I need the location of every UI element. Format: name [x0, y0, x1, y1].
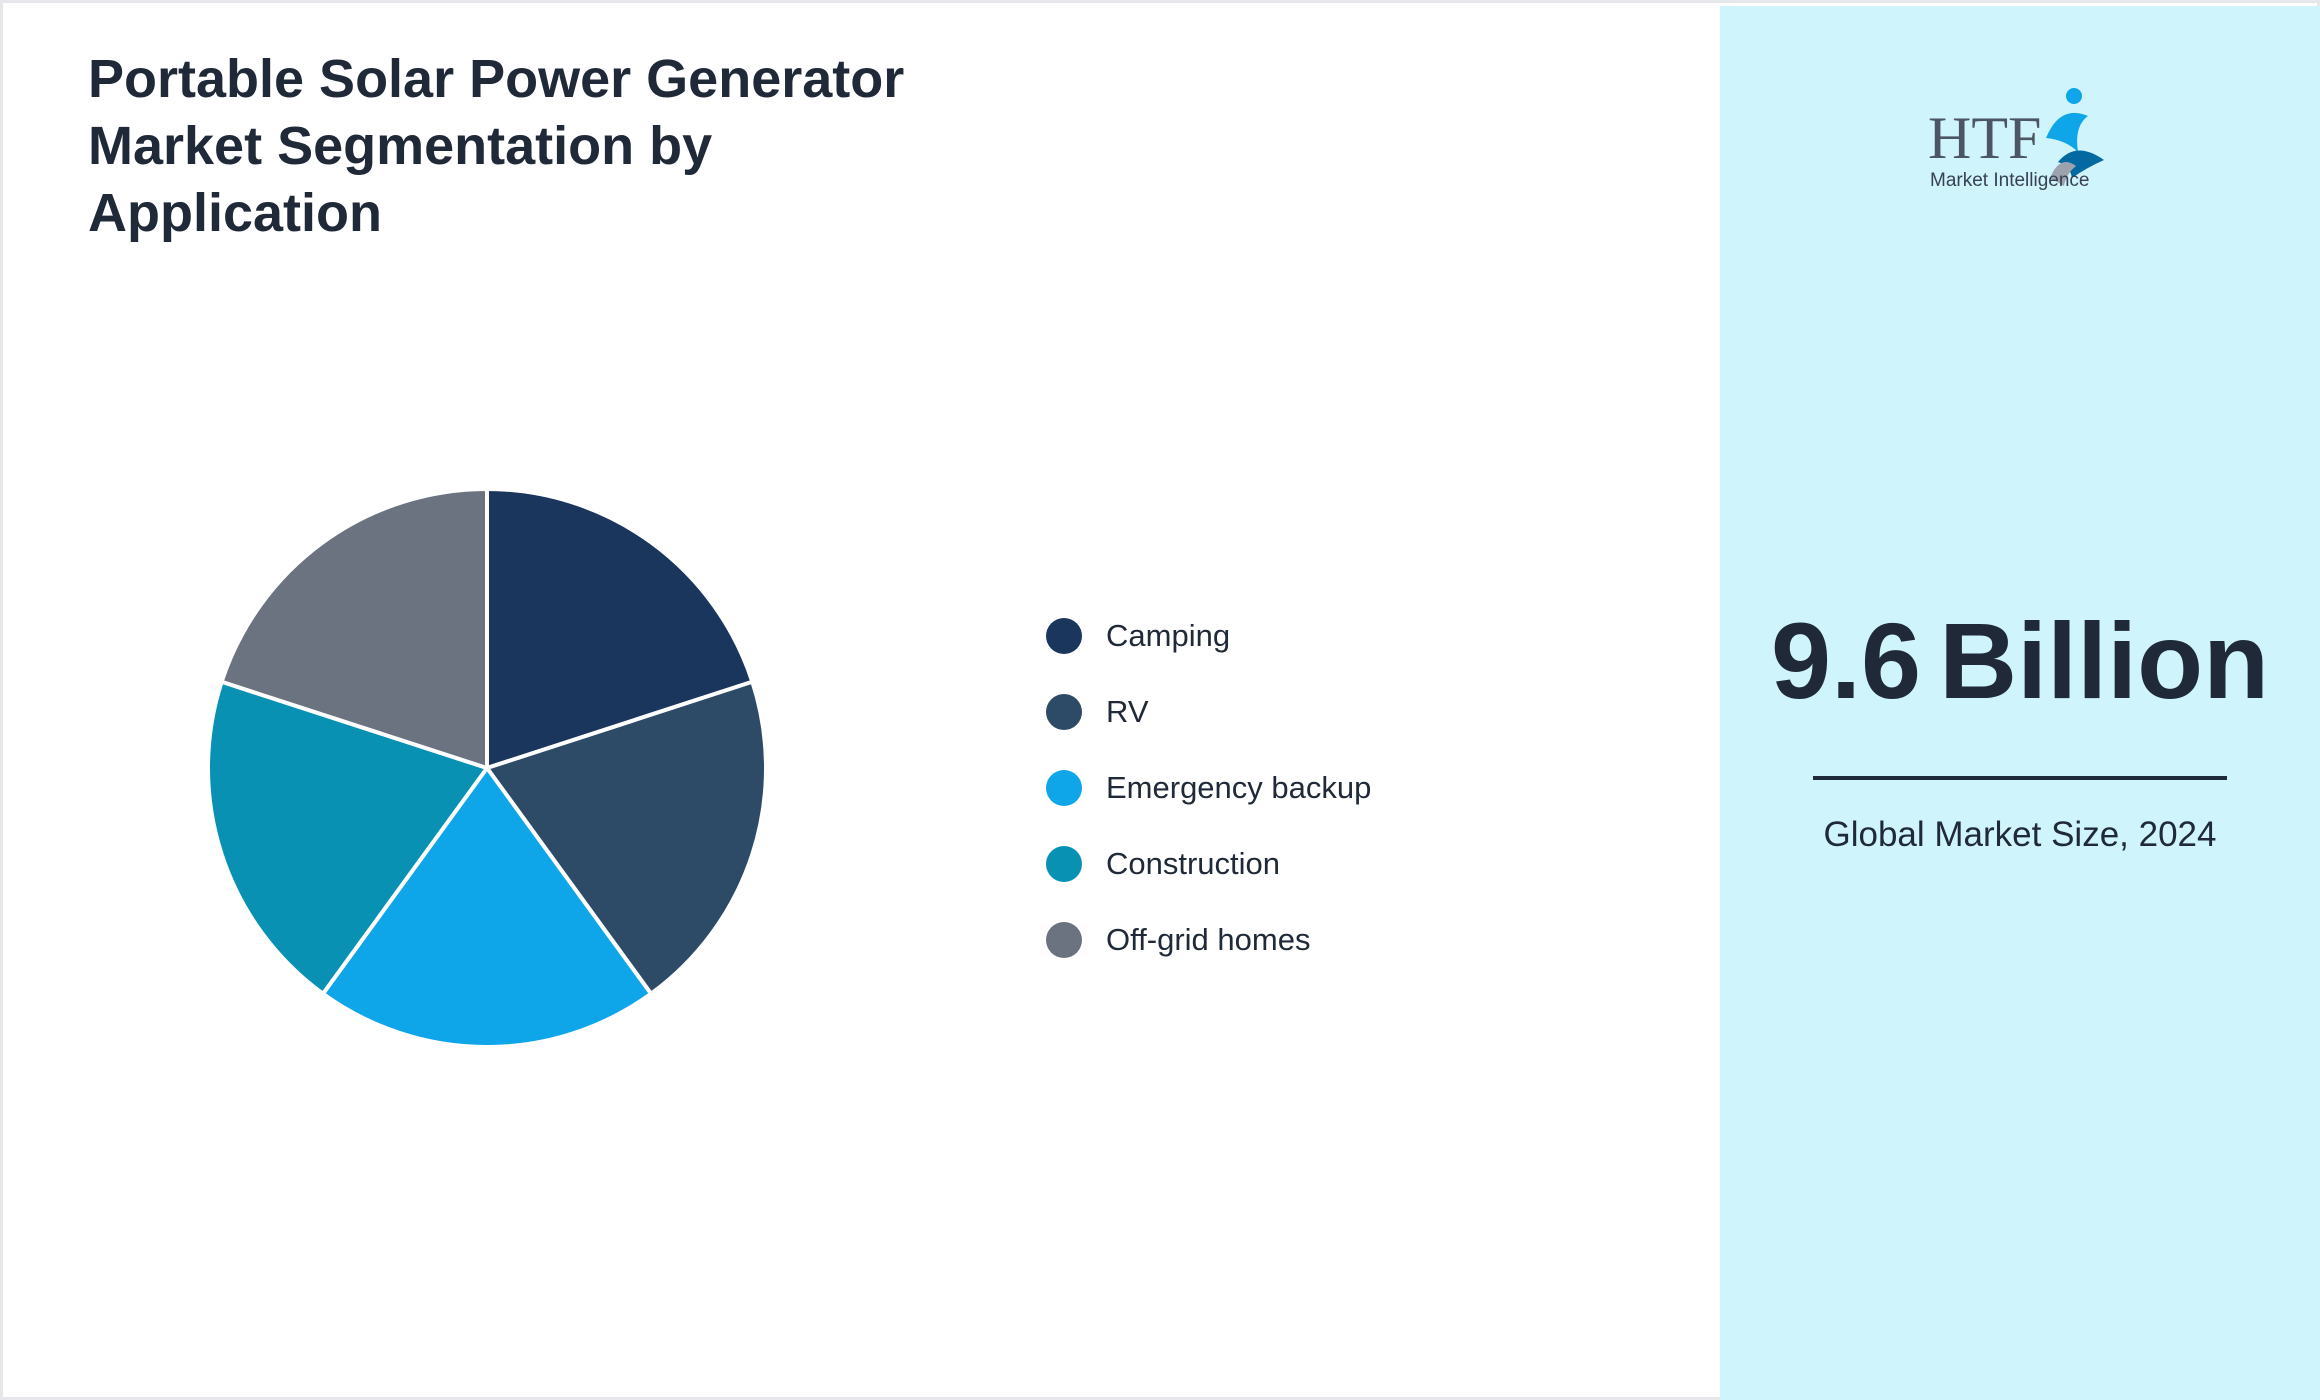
legend-label: Emergency backup	[1106, 770, 1372, 805]
legend-item-emergency-backup: Emergency backup	[1046, 750, 1371, 826]
market-size-value: 9.6 Billion	[1720, 596, 2320, 726]
legend-swatch	[1046, 922, 1082, 958]
legend-item-construction: Construction	[1046, 826, 1371, 902]
svg-text:HTF: HTF	[1928, 105, 2041, 171]
legend-swatch	[1046, 770, 1082, 806]
market-size-caption: Global Market Size, 2024	[1823, 815, 2217, 854]
market-size-number: 9.6	[1770, 600, 1922, 721]
legend-item-rv: RV	[1046, 674, 1371, 750]
market-size-unit: Billion	[1939, 600, 2270, 721]
legend-label: RV	[1106, 694, 1149, 729]
legend-swatch	[1046, 846, 1082, 882]
chart-legend: Camping RV Emergency backup Construction Off…	[1046, 598, 1371, 978]
svg-text:Market Intelligence: Market Intelligence	[1930, 170, 2089, 191]
chart-title: Portable Solar Power Generator Market Se…	[88, 49, 905, 243]
divider	[1813, 776, 2227, 780]
chart-panel: Portable Solar Power Generator Market Se…	[6, 6, 1720, 1400]
legend-label: Construction	[1106, 846, 1281, 881]
pie-slice-rv	[485, 679, 768, 996]
legend-item-off-grid-homes: Off-grid homes	[1046, 902, 1371, 978]
legend-label: Off-grid homes	[1106, 922, 1311, 957]
legend-item-camping: Camping	[1046, 598, 1371, 674]
pie-slice-emergency-backup	[321, 766, 653, 1049]
legend-swatch	[1046, 618, 1082, 654]
legend-swatch	[1046, 694, 1082, 730]
pie-slice-camping	[485, 487, 755, 770]
market-size-panel: HTF Market Intelligence 9.6 Billion Globa…	[1720, 6, 2320, 1400]
pie-slice-off-grid-homes	[219, 487, 489, 770]
htf-logo: HTF Market Intelligence	[1928, 88, 2104, 191]
legend-label: Camping	[1106, 618, 1231, 653]
pie-slice-construction	[206, 679, 489, 996]
pie-chart	[206, 487, 768, 1049]
